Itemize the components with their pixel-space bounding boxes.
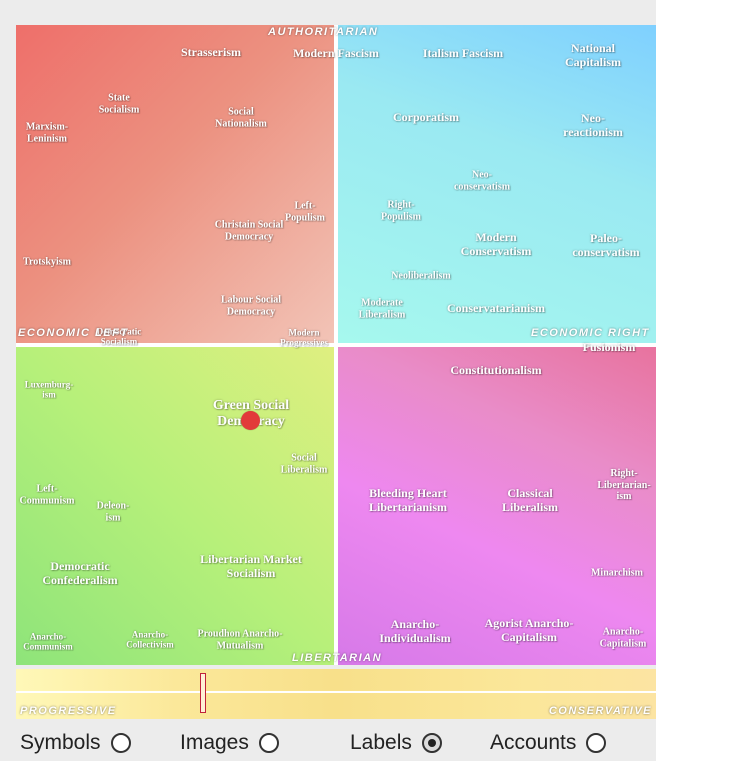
quadrant-lib-left <box>16 347 334 665</box>
axis-label-libertarian: Libertarian <box>292 652 383 664</box>
ideology-label: Corporatism <box>393 110 459 125</box>
social-scale-bar: Progressive Conservative <box>16 669 656 719</box>
ideology-label: Anarcho- Collectivism <box>126 629 174 650</box>
ideology-label: Minarchism <box>590 567 644 579</box>
ideology-label: Left- Populism <box>284 200 326 224</box>
ideology-label: Anarcho- Individualism <box>379 617 451 645</box>
political-compass-chart: Strasserism State Socialism Social Natio… <box>16 25 656 665</box>
display-options: Symbols Images Labels Accounts <box>0 719 656 761</box>
ideology-label: Social Nationalism <box>215 106 267 130</box>
ideology-label: Left- Communism <box>19 483 75 507</box>
ideology-label: Paleo- conservatism <box>572 231 640 259</box>
quadrant-auth-right <box>338 25 656 343</box>
ideology-label: Christain Social Democracy <box>214 219 284 243</box>
symbols-radio[interactable] <box>110 733 131 753</box>
ideology-label: Right- Libertarian- ism <box>597 467 651 502</box>
ideology-label: Anarcho- Capitalism <box>599 626 647 650</box>
option-label: Symbols <box>20 731 101 754</box>
ideology-label: Neo- reactionism <box>563 111 623 139</box>
ideology-label: Conservatarianism <box>447 301 545 316</box>
ideology-label: Labour Social Democracy <box>220 294 282 318</box>
ideology-label: Italism Fascism <box>422 46 504 61</box>
labels-radio[interactable] <box>421 733 442 753</box>
ideology-label: Proudhon Anarcho- Mutualism <box>197 628 283 652</box>
quadrant-auth-left <box>16 25 334 343</box>
ideology-label: Deleon- ism <box>96 500 130 524</box>
ideology-label: Modern Conservatism <box>460 230 532 258</box>
option-label: Accounts <box>490 731 577 754</box>
ideology-label: Social Liberalism <box>280 452 328 476</box>
option-labels[interactable]: Labels <box>350 731 442 755</box>
option-label: Labels <box>350 731 412 754</box>
option-symbols[interactable]: Symbols <box>20 731 131 755</box>
ideology-label: Right- Populism <box>380 199 422 223</box>
ideology-label: Libertarian Market Socialism <box>200 552 302 580</box>
ideology-label: Constitutionalism <box>450 363 542 378</box>
ideology-label: National Capitalism <box>564 41 622 69</box>
ideology-label: Agorist Anarcho- Capitalism <box>484 616 574 644</box>
accounts-radio[interactable] <box>586 733 607 753</box>
ideology-label: Trotskyism <box>23 256 71 268</box>
option-images[interactable]: Images <box>180 731 279 755</box>
scale-label-progressive: Progressive <box>20 705 117 717</box>
ideology-label: Democratic Socialism <box>96 326 142 347</box>
user-position-marker <box>241 411 260 430</box>
ideology-label: Fusionism <box>582 340 636 355</box>
horizontal-axis-line <box>16 343 656 347</box>
scale-divider <box>16 691 656 693</box>
ideology-label: Marxism- Leninism <box>25 121 69 145</box>
axis-label-economic-right: Economic Right <box>531 327 650 339</box>
ideology-label: Democratic Confederalism <box>42 559 118 587</box>
ideology-label: Bleeding Heart Libertarianism <box>369 486 447 514</box>
scale-label-conservative: Conservative <box>548 705 652 717</box>
ideology-label: Anarcho- Communism <box>23 631 73 652</box>
ideology-label: Moderate Liberalism <box>358 297 406 321</box>
ideology-label: Neo- conservatism <box>453 169 511 193</box>
social-scale-slider[interactable] <box>199 673 206 713</box>
option-label: Images <box>180 731 249 754</box>
ideology-label: Modern Progressives <box>280 327 328 348</box>
ideology-label: Luxemburg- ism <box>24 379 74 400</box>
axis-label-authoritarian: Authoritarian <box>268 26 379 38</box>
axis-label-economic-left: Economic Left <box>18 327 129 339</box>
ideology-label: Classical Liberalism <box>502 486 558 514</box>
ideology-label: State Socialism <box>98 92 140 116</box>
ideology-label: Strasserism <box>181 45 241 60</box>
ideology-label: Modern Fascism <box>293 46 379 61</box>
quadrant-lib-right <box>338 347 656 665</box>
option-accounts[interactable]: Accounts <box>490 731 607 755</box>
images-radio[interactable] <box>258 733 279 753</box>
ideology-label: Neoliberalism <box>391 270 451 282</box>
